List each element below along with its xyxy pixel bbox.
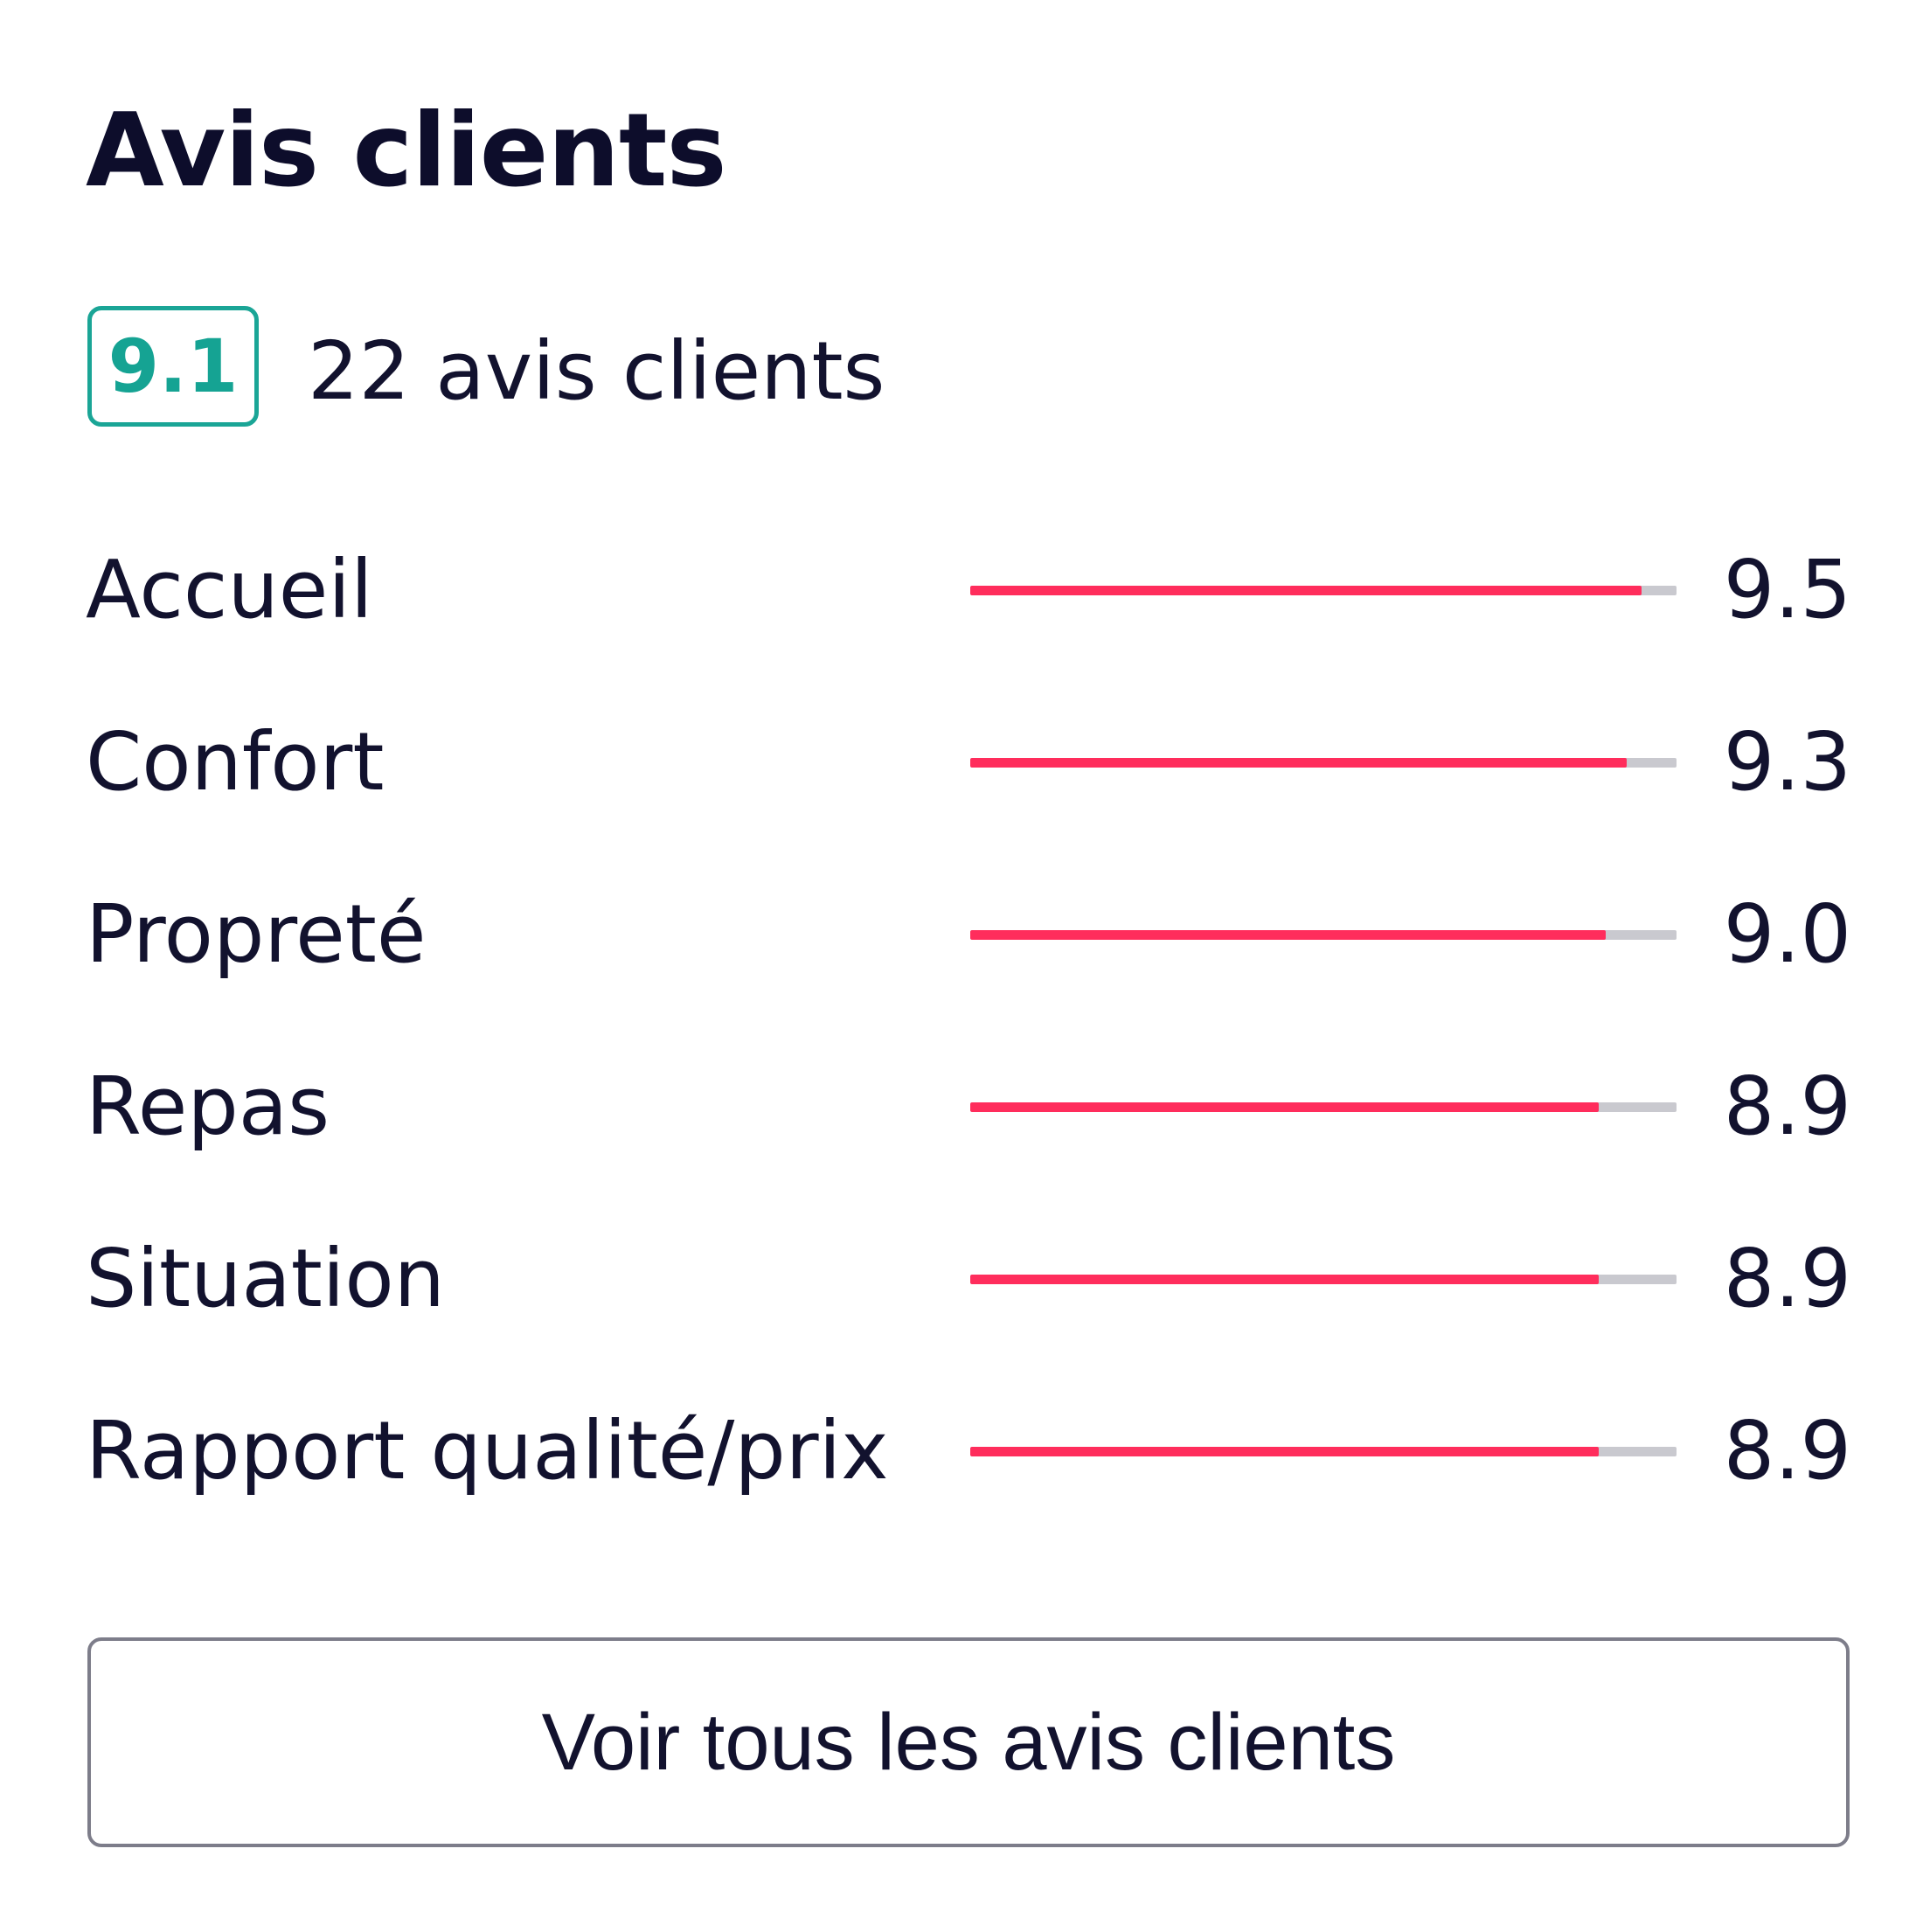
rating-row-accueil: Accueil 9.5 xyxy=(86,525,1851,697)
rating-bar-fill xyxy=(970,1447,1600,1456)
see-all-reviews-label: Voir tous les avis clients xyxy=(541,1698,1396,1787)
see-all-reviews-button[interactable]: Voir tous les avis clients xyxy=(87,1637,1850,1847)
rating-row-confort: Confort 9.3 xyxy=(86,697,1851,869)
rating-row-situation: Situation 8.9 xyxy=(86,1213,1851,1386)
rating-score: 9.0 xyxy=(1723,887,1851,981)
rating-bar xyxy=(970,1102,1677,1112)
rating-label: Propreté xyxy=(86,887,427,981)
rating-bar-fill xyxy=(970,1275,1600,1284)
rating-score: 9.3 xyxy=(1723,715,1851,809)
rating-row-repas: Repas 8.9 xyxy=(86,1041,1851,1213)
rating-list: Accueil 9.5 Confort 9.3 Propreté 9.0 Rep… xyxy=(86,525,1851,1558)
review-count: 22 avis clients xyxy=(308,324,885,418)
rating-bar xyxy=(970,758,1677,768)
rating-bar-fill xyxy=(970,930,1607,940)
overall-score-value: 9.1 xyxy=(108,323,239,409)
rating-row-rapport-qualite-prix: Rapport qualité/prix 8.9 xyxy=(86,1386,1851,1558)
rating-bar-fill xyxy=(970,758,1628,768)
rating-bar-fill xyxy=(970,1102,1600,1112)
rating-row-proprete: Propreté 9.0 xyxy=(86,869,1851,1041)
rating-score: 8.9 xyxy=(1723,1404,1851,1498)
rating-label: Situation xyxy=(86,1232,445,1325)
overall-score-badge: 9.1 xyxy=(87,306,259,427)
rating-score: 8.9 xyxy=(1723,1060,1851,1153)
rating-bar xyxy=(970,586,1677,595)
section-title: Avis clients xyxy=(86,92,726,210)
rating-bar-fill xyxy=(970,586,1642,595)
rating-label: Accueil xyxy=(86,543,373,636)
rating-label: Rapport qualité/prix xyxy=(86,1404,889,1498)
rating-label: Confort xyxy=(86,715,385,809)
rating-score: 8.9 xyxy=(1723,1232,1851,1325)
rating-label: Repas xyxy=(86,1060,330,1153)
rating-bar xyxy=(970,1447,1677,1456)
rating-bar xyxy=(970,930,1677,940)
rating-score: 9.5 xyxy=(1723,543,1851,636)
rating-bar xyxy=(970,1275,1677,1284)
